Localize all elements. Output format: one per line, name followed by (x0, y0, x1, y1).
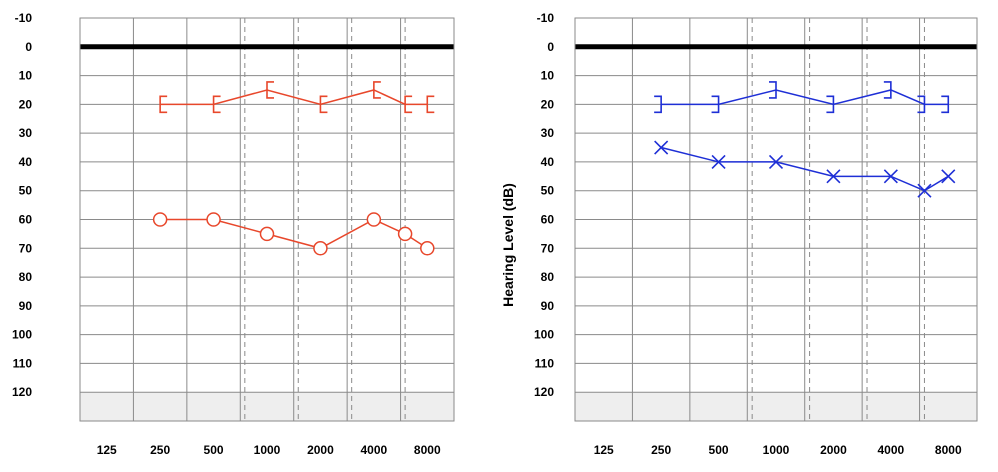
y-tick-label: 0 (25, 40, 32, 54)
x-tick-label: 4000 (878, 443, 905, 457)
y-tick-label: 10 (19, 69, 33, 83)
x-tick-label: 500 (204, 443, 224, 457)
data-point-circle (259, 226, 275, 242)
data-point-circle (152, 212, 168, 227)
y-tick-label: 80 (541, 270, 555, 284)
audiogram-panel-right: -10 0 10 20 30 40 50 60 70 80 90 100 110 120 125 250 500… (12, 11, 455, 457)
y-tick-label: 80 (19, 270, 33, 284)
data-point-circle (397, 226, 413, 242)
x-tick-label: 125 (97, 443, 117, 457)
series-circle (152, 212, 435, 256)
data-point-bracket (711, 95, 720, 114)
y-tick-label: 120 (12, 385, 32, 399)
y-tick-label: -10 (15, 11, 33, 25)
data-point-bracket (883, 81, 892, 99)
y-tick-label: 40 (19, 155, 33, 169)
y-tick-label: 50 (541, 184, 555, 198)
data-point-bracket (654, 95, 662, 114)
y-axis-label: Hearing Level (dB) (500, 183, 516, 307)
x-tick-label: 250 (651, 443, 671, 457)
data-point-bracket (159, 95, 168, 114)
series-bracket-open-right (159, 81, 435, 114)
plot-frame (574, 17, 978, 422)
y-tick-label: 110 (535, 356, 555, 370)
data-point-bracket (404, 95, 413, 114)
data-point-bracket (266, 81, 274, 99)
x-tick-label: 4000 (361, 443, 388, 457)
y-tick-label: 10 (541, 69, 555, 83)
y-tick-label: 90 (541, 299, 555, 313)
data-point-bracket (826, 95, 835, 114)
x-tick-label: 125 (594, 443, 614, 457)
data-point-bracket (426, 95, 435, 114)
x-tick-label: 8000 (935, 443, 962, 457)
series-cross (654, 140, 956, 198)
y-tick-label: 0 (547, 40, 554, 54)
data-point-bracket (319, 95, 328, 114)
data-point-circle (420, 241, 435, 256)
y-tick-label: 50 (19, 184, 33, 198)
plot-frame (79, 17, 455, 422)
y-tick-label: 40 (541, 155, 555, 169)
y-tick-label: 60 (19, 213, 33, 227)
data-point-bracket (941, 95, 950, 114)
data-point-circle (313, 241, 328, 256)
y-tick-label: 120 (534, 385, 554, 399)
y-tick-label: -10 (537, 11, 555, 25)
y-tick-label: 20 (541, 97, 555, 111)
data-point-cross (941, 169, 956, 184)
y-tick-label: 70 (541, 241, 555, 255)
x-tick-label: 8000 (414, 443, 441, 457)
y-tick-label: 110 (13, 356, 33, 370)
y-tick-label: 90 (19, 299, 33, 313)
data-point-cross (826, 169, 841, 184)
audiogram-panel-left: -10 0 10 20 30 40 50 60 70 80 90 100 110 120 125 250 500… (534, 11, 978, 457)
data-point-cross (883, 169, 898, 184)
shaded-zone (80, 392, 454, 421)
data-point-bracket (212, 95, 221, 114)
series-bracket-open-left (654, 81, 950, 114)
y-tick-label: 100 (534, 328, 554, 342)
y-tick-label: 20 (19, 97, 33, 111)
x-tick-label: 2000 (307, 443, 334, 457)
x-tick-label: 2000 (820, 443, 847, 457)
data-point-circle (206, 212, 221, 227)
y-tick-label: 30 (541, 126, 555, 140)
shaded-zone (575, 392, 977, 421)
y-tick-label: 70 (19, 241, 33, 255)
data-point-bracket (769, 81, 777, 99)
data-point-cross (654, 140, 669, 155)
y-tick-label: 30 (19, 126, 33, 140)
data-point-bracket (373, 81, 381, 99)
data-point-cross (768, 154, 784, 169)
x-tick-label: 1000 (763, 443, 790, 457)
x-tick-label: 500 (709, 443, 729, 457)
data-point-bracket (917, 95, 926, 114)
x-tick-label: 250 (150, 443, 170, 457)
data-point-cross (711, 154, 726, 169)
y-tick-label: 100 (12, 328, 32, 342)
y-tick-label: 60 (541, 213, 555, 227)
x-tick-label: 1000 (254, 443, 281, 457)
data-point-circle (366, 212, 382, 227)
data-point-cross (917, 183, 932, 198)
